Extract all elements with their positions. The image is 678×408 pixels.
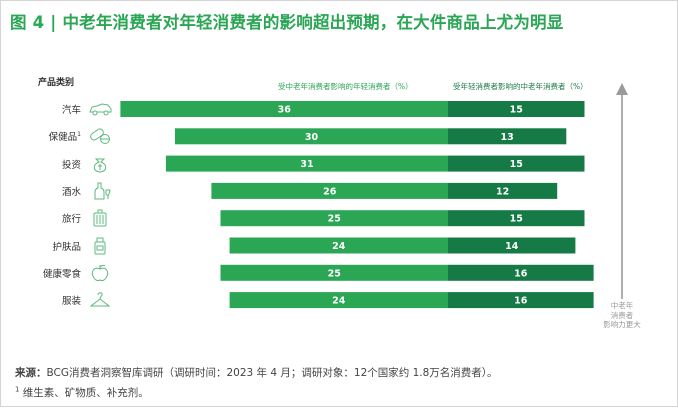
bar-right-value-label: 12 — [496, 186, 509, 197]
category-label-text: 旅行 — [61, 214, 81, 226]
source-text: BCG消费者洞察智库调研（调研时间：2023 年 4 月；调研对象：12个国家约… — [46, 367, 498, 379]
category-label-text: 保健品 — [48, 132, 78, 144]
category-label: 汽车 — [21, 102, 81, 116]
hanger-icon — [89, 292, 111, 307]
pill-icon — [90, 128, 110, 145]
bar-left-7 — [229, 292, 448, 309]
category-axis-label: 产品类别 — [38, 78, 75, 88]
bar-right-value-label: 14 — [505, 241, 519, 252]
bar-left-value-label: 36 — [278, 105, 292, 116]
legend-right-series: 受年轻消费者影响的中老年消费者（%） — [453, 82, 588, 91]
category-label-text: 护肤品 — [52, 241, 81, 253]
bar-left-5 — [229, 237, 448, 254]
footnote: 1 维生素、矿物质、补充剂。 — [15, 385, 149, 400]
wine-bottle-icon — [94, 182, 111, 200]
luggage-icon — [93, 209, 107, 227]
bar-left-value-label: 26 — [323, 186, 337, 197]
category-label: 健康零食 — [21, 266, 81, 280]
bar-right-7 — [448, 292, 594, 309]
arrow-annotation: 中老年 消费者 影响力更大 — [601, 301, 643, 330]
source-note: 来源：BCG消费者洞察智库调研（调研时间：2023 年 4 月；调研对象：12个… — [15, 365, 498, 380]
arrow-note-line-2: 消费者 — [610, 310, 634, 320]
bar-right-value-label: 15 — [510, 214, 523, 225]
bar-right-6 — [448, 264, 594, 281]
category-label-text: 健康零食 — [42, 268, 81, 280]
footnote-text: 维生素、矿物质、补充剂。 — [19, 387, 149, 399]
bar-left-1 — [175, 128, 448, 145]
bar-left-value-label: 24 — [332, 296, 346, 307]
source-prefix: 来源： — [15, 367, 47, 379]
bar-left-2 — [165, 155, 448, 172]
bar-left-0 — [120, 101, 449, 117]
category-label-text: 投资 — [61, 159, 81, 171]
bar-left-value-label: 24 — [332, 241, 346, 252]
bar-right-value-label: 15 — [510, 159, 523, 170]
category-label-text: 汽车 — [61, 105, 81, 116]
category-label: 酒水 — [21, 184, 81, 198]
bar-right-value-label: 13 — [501, 132, 514, 143]
legend-left-series: 受中老年消费者影响的年轻消费者（%） — [278, 82, 413, 91]
bar-left-value-label: 31 — [300, 159, 313, 170]
arrow-head-icon — [616, 83, 628, 95]
category-footnote-mark: 1 — [77, 131, 81, 139]
bar-right-value-label: 16 — [514, 296, 528, 307]
bar-left-6 — [220, 264, 448, 281]
cosmetic-bottle-icon — [94, 237, 106, 254]
category-label-text: 服装 — [61, 296, 81, 308]
bar-left-3 — [211, 182, 448, 199]
bar-right-1 — [448, 128, 567, 145]
category-label: 保健品1 — [21, 129, 81, 143]
bar-right-4 — [448, 210, 585, 227]
category-label: 护肤品 — [21, 239, 81, 253]
bar-right-value-label: 16 — [514, 268, 528, 279]
bar-right-0 — [448, 101, 585, 117]
category-label-text: 酒水 — [61, 186, 81, 198]
money-bag-icon — [93, 158, 107, 173]
bar-right-value-label: 15 — [510, 105, 523, 116]
bar-left-value-label: 25 — [328, 268, 341, 279]
chart-title: 图 4 | 中老年消费者对年轻消费者的影响超出预期，在大件商品上尤为明显 — [10, 13, 564, 32]
bar-left-value-label: 30 — [305, 132, 319, 143]
category-label: 服装 — [21, 293, 81, 307]
arrow-note-line-1: 中老年 — [610, 301, 634, 310]
bar-right-2 — [448, 155, 585, 172]
bar-left-value-label: 25 — [328, 214, 341, 225]
arrow-note-line-3: 影响力更大 — [603, 320, 641, 329]
category-label: 旅行 — [21, 211, 81, 225]
bar-right-5 — [448, 237, 576, 254]
category-label: 投资 — [21, 157, 81, 171]
bar-right-3 — [448, 182, 558, 199]
apple-icon — [91, 264, 109, 281]
car-icon — [89, 103, 112, 116]
bar-left-4 — [220, 210, 448, 227]
footnote-mark: 1 — [15, 385, 20, 394]
